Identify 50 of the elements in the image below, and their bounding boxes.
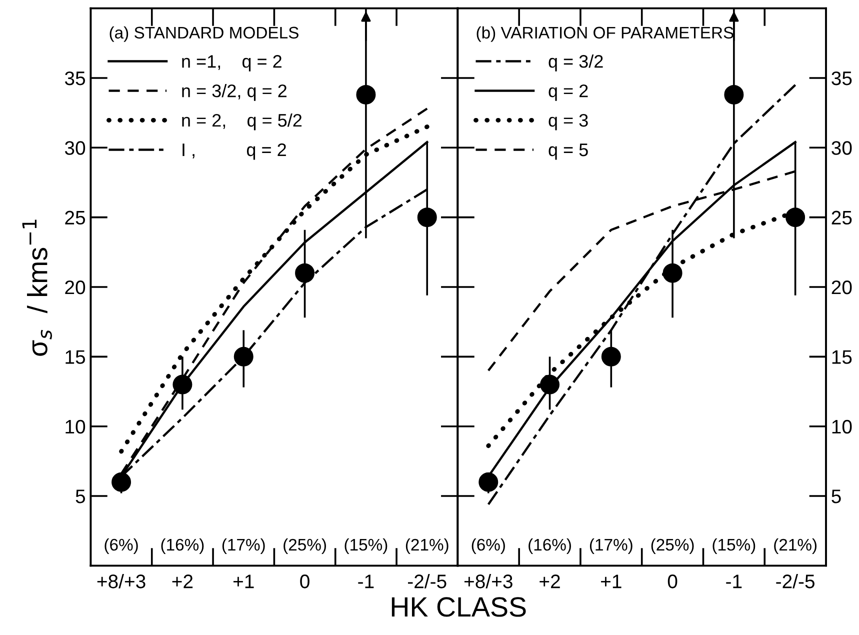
x-tick-label: -1 [358,574,374,588]
x-tick-label: 0 [668,574,678,588]
annotation: (25%) [284,538,326,554]
annotation: (6%) [472,538,505,554]
annotation: (15%) [344,538,388,554]
legend-label: q = 2 [548,84,588,101]
legend-title: (a) STANDARD MODELS [110,26,298,42]
x-tick-label: -2/-5 [776,574,814,588]
y-tick-label: 5 [76,490,86,504]
annotation: (17%) [590,538,632,554]
annotation: (15%) [712,538,756,554]
annotation: (6%) [104,538,138,554]
y-tick-label: 20 [832,280,852,294]
legend-label: n = 2, q = 5/2 [182,113,302,130]
y-tick-label: 25 [65,210,86,225]
y-tick-label: 20 [65,280,86,294]
legend-label: I , q = 2 [182,143,286,160]
y-tick-label: 10 [832,420,852,434]
annotation: (25%) [651,538,694,554]
x-tick-label: +8/+3 [97,574,146,588]
y-tick-label: 25 [832,210,852,225]
legend-label: n =1, q = 2 [182,55,282,72]
y-tick-label: 35 [64,71,86,86]
annotation: (16%) [161,538,204,554]
legend-label: n = 3/2, q = 2 [182,84,286,101]
x-tick-label: +8/+3 [464,574,512,588]
annotation: (21%) [774,538,817,554]
x-tick-label: -1 [726,574,742,588]
y-tick-label: 10 [66,420,86,434]
x-tick-label: +1 [601,574,622,588]
y-tick-label: 5 [832,490,841,504]
legend-label: q = 3/2 [548,54,603,72]
x-tick-label: -2/-5 [408,574,446,588]
y-tick-label: 15 [832,350,852,364]
x-tick-label: 0 [300,574,310,588]
legend-label: q = 5 [548,144,588,160]
annotation: (21%) [406,538,448,554]
annotation: (17%) [222,538,265,554]
y-tick-label: 35 [832,71,852,86]
annotation: (16%) [528,538,571,554]
y-axis-title: σ$_{s}$ / kms$^{−1}$ [22,220,52,356]
x-tick-label: +2 [540,574,560,588]
legend-label: q = 3 [548,114,588,130]
y-tick-label: 30 [64,141,86,155]
x-tick-label: +1 [233,574,254,588]
x-axis-title: HK CLASS [392,597,526,617]
y-tick-label: 15 [66,350,86,364]
y-tick-label: 30 [832,141,852,155]
legend-title: (b) VARIATION OF PARAMETERS [476,26,734,42]
x-tick-label: +2 [172,574,193,588]
